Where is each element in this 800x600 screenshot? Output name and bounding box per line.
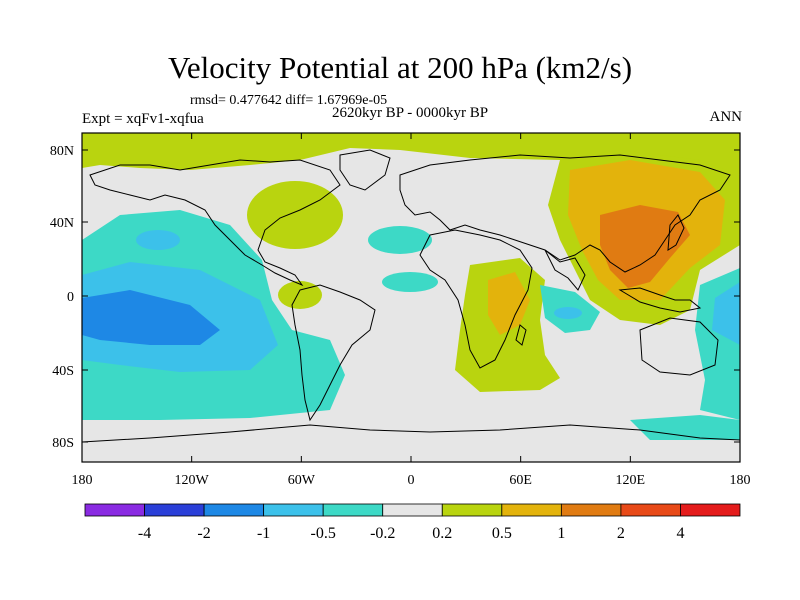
field-npac-blue (136, 230, 180, 250)
field-asia-darkorange (600, 205, 690, 288)
page-title: Velocity Potential at 200 hPa (km2/s) (167, 50, 633, 85)
colorbar-swatch (263, 503, 324, 517)
lat-tick-label: 80S (52, 436, 74, 451)
lat-tick-label: 80N (50, 144, 74, 159)
colorbar-label: -0.5 (311, 525, 336, 542)
lon-tick-label: 60W (288, 473, 316, 488)
field-atlantic-negative (368, 226, 432, 254)
field-epac-blue2 (82, 290, 220, 345)
lat-tick-label: 40N (50, 216, 74, 231)
colorbar-label: -2 (197, 525, 210, 542)
field-caribbean-positive (278, 281, 322, 309)
lon-tick-label: 180 (730, 473, 751, 488)
colorbar-swatch (144, 503, 205, 517)
coastlines (82, 149, 740, 443)
lon-tick-label: 120W (175, 473, 210, 488)
colorbar-swatch (680, 503, 741, 517)
field-sahara-negative (382, 272, 438, 292)
lon-tick-label: 0 (408, 473, 415, 488)
lat-axis: 80N 40N 0 40S 80S (50, 144, 740, 451)
rmsd-diff-stats: rmsd= 0.477642 diff= 1.67969e-05 (190, 93, 388, 108)
colorbar-swatch (203, 503, 265, 517)
colorbar-label: -4 (138, 525, 151, 542)
colorbar-label: 1 (557, 525, 565, 542)
lon-tick-label: 120E (616, 473, 646, 488)
field-wpac-blue (712, 282, 740, 345)
colorbar: -4 -2 -1 -0.5 -0.2 0.2 0.5 1 2 4 (84, 503, 741, 542)
colorbar-label: 0.5 (492, 525, 512, 542)
colorbar-swatch (441, 503, 503, 517)
lat-tick-label: 0 (67, 290, 74, 305)
colorbar-swatch (322, 503, 384, 517)
lon-axis: 180 120W 60W 0 60E 120E 180 (72, 133, 751, 488)
lon-tick-label: 60E (509, 473, 532, 488)
colorbar-swatch (560, 503, 622, 517)
lon-tick-label: 180 (72, 473, 93, 488)
colorbar-label: 0.2 (432, 525, 452, 542)
colorbar-swatch (501, 503, 562, 517)
colorbar-swatch (84, 503, 145, 517)
experiment-label: Expt = xqFv1-xqfua (82, 111, 204, 127)
colorbar-swatch (382, 503, 443, 517)
season-label: ANN (709, 109, 743, 125)
colorbar-label: -0.2 (370, 525, 395, 542)
contour-field (82, 133, 740, 462)
field-south-negative (630, 415, 740, 440)
colorbar-label: 2 (617, 525, 625, 542)
colorbar-swatch (620, 503, 681, 517)
colorbar-label: 4 (676, 525, 684, 542)
field-natl-positive (247, 181, 343, 249)
field-north-positive (82, 133, 740, 175)
colorbar-label: -1 (257, 525, 270, 542)
field-africa-orange (488, 272, 530, 335)
period-label: 2620kyr BP - 0000kyr BP (331, 105, 489, 121)
field-indian-blue (554, 307, 582, 319)
lat-tick-label: 40S (52, 364, 74, 379)
